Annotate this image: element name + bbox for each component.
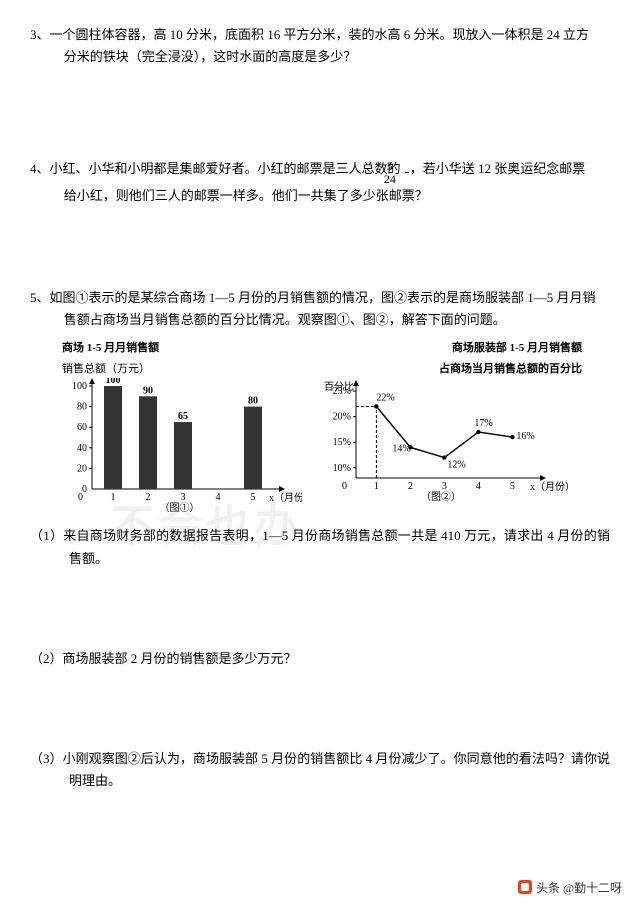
problem-3: 3、一个圆柱体容器，高 10 分米，底面积 16 平方分米，装的水高 6 分米。… [30, 24, 610, 68]
q4-line1: 4、小红、小华和小明都是集邮爱好者。小红的邮票是三人总数的 524，若小华送 1… [30, 158, 610, 185]
svg-text:（图①）: （图①） [160, 502, 200, 513]
chart2-title1: 商场服装部 1-5 月月销售额 [322, 339, 582, 358]
svg-text:4: 4 [216, 492, 221, 503]
svg-text:5: 5 [251, 492, 256, 503]
svg-text:60: 60 [77, 423, 87, 434]
svg-text:100: 100 [72, 381, 87, 392]
toutiao-icon [518, 880, 532, 894]
q5-sub2-text: （2）商场服装部 2 月份的销售额是多少万元？ [30, 648, 610, 670]
svg-text:2: 2 [408, 481, 413, 492]
chart2-svg: 百分比10%15%20%25%1234522%14%12%17%16%0x（月份… [322, 380, 582, 502]
svg-text:90: 90 [143, 386, 153, 397]
q4-pre: 4、小红、小华和小明都是集邮爱好者。小红的邮票是三人总数的 [30, 161, 404, 176]
svg-text:65: 65 [178, 411, 188, 422]
svg-text:40: 40 [77, 443, 87, 454]
chart-2: 商场服装部 1-5 月月销售额 占商场当月销售总额的百分比 百分比10%15%2… [322, 339, 582, 513]
svg-text:3: 3 [442, 481, 447, 492]
svg-text:12%: 12% [447, 460, 465, 471]
q4-line2: 给小红，则他们三人的邮票一样多。他们一共集了多少张邮票？ [30, 185, 610, 207]
svg-text:1: 1 [374, 481, 379, 492]
svg-text:100: 100 [106, 378, 121, 386]
svg-text:3: 3 [181, 492, 186, 503]
frac-den: 24 [405, 173, 409, 185]
svg-text:10%: 10% [333, 463, 351, 474]
svg-text:22%: 22% [376, 393, 394, 404]
svg-text:80: 80 [248, 396, 258, 407]
chart1-svg: 020406080100100190265348050x（月份）（图①） [62, 378, 302, 513]
problem-5: 5、如图①表示的是某综合商场 1—5 月份的月销售额的情况，图②表示的是商场服装… [30, 287, 610, 792]
svg-text:15%: 15% [333, 438, 351, 449]
q4-post: ，若小华送 12 张奥运纪念邮票 [410, 161, 586, 176]
q5-sub1-text: （1）来自商场财务部的数据报告表明，1—5 月份商场销售总额一共是 410 万元… [30, 525, 610, 569]
footer-attribution: 头条 @勤十二呀 [518, 878, 622, 898]
chart1-title: 商场 1-5 月月销售额 [62, 339, 302, 358]
problem-4: 4、小红、小华和小明都是集邮爱好者。小红的邮票是三人总数的 524，若小华送 1… [30, 158, 610, 207]
frac-num: 5 [405, 160, 409, 173]
svg-text:（图②）: （图②） [421, 491, 461, 502]
svg-text:5: 5 [510, 481, 515, 492]
svg-text:4: 4 [476, 481, 481, 492]
q5-line2: 售额占商场当月销售总额的百分比情况。观察图①、图②，解答下面的问题。 [30, 309, 610, 331]
q3-line1: 3、一个圆柱体容器，高 10 分米，底面积 16 平方分米，装的水高 6 分米。… [30, 24, 610, 46]
svg-text:20: 20 [77, 464, 87, 475]
svg-text:20%: 20% [333, 412, 351, 423]
svg-text:x（月份）: x（月份） [269, 492, 302, 504]
svg-text:16%: 16% [516, 432, 534, 443]
svg-text:25%: 25% [333, 387, 351, 398]
svg-text:14%: 14% [392, 444, 410, 455]
svg-text:1: 1 [111, 492, 116, 503]
chart-1: 商场 1-5 月月销售额 销售总额（万元） 0 20 40 60 80 100 100 1 90… [62, 339, 302, 513]
chart2-title2: 占商场当月销售总额的百分比 [322, 360, 582, 379]
q4-fraction: 524 [405, 160, 409, 185]
svg-text:x（月份）: x（月份） [530, 481, 575, 493]
charts-row: 商场 1-5 月月销售额 销售总额（万元） 020406080100100190… [62, 339, 610, 513]
svg-text:2: 2 [146, 492, 151, 503]
chart1-ylabel: 销售总额（万元） [62, 360, 302, 379]
q5-sub2: （2）商场服装部 2 月份的销售额是多少万元？ [30, 648, 610, 670]
q5-sub3-text: （3）小刚观察图②后认为，商场服装部 5 月份的销售额比 4 月份减少了。你同意… [30, 748, 610, 792]
footer-text: 头条 @勤十二呀 [536, 881, 622, 895]
svg-text:0: 0 [342, 481, 347, 492]
q5-line1: 5、如图①表示的是某综合商场 1—5 月份的月销售额的情况，图②表示的是商场服装… [30, 287, 610, 309]
q5-sub1: （1）来自商场财务部的数据报告表明，1—5 月份商场销售总额一共是 410 万元… [30, 525, 610, 569]
q3-line2: 分米的铁块（完全浸没），这时水面的高度是多少？ [30, 46, 610, 68]
q5-sub3: （3）小刚观察图②后认为，商场服装部 5 月份的销售额比 4 月份减少了。你同意… [30, 748, 610, 792]
svg-text:80: 80 [77, 402, 87, 413]
svg-text:0: 0 [78, 492, 83, 503]
svg-text:17%: 17% [474, 418, 492, 429]
